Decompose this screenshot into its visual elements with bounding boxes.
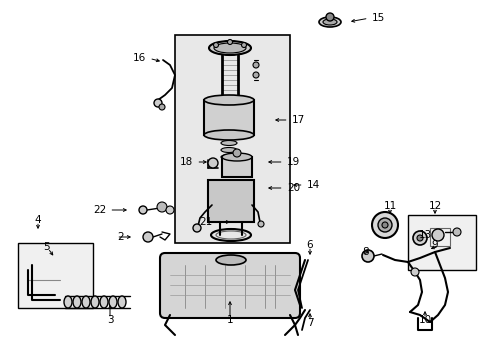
Text: 7: 7 [306, 318, 313, 328]
Text: 22: 22 [93, 205, 106, 215]
Ellipse shape [416, 235, 422, 241]
Bar [207, 180, 253, 222]
Bar [203, 100, 253, 135]
Text: 2: 2 [117, 232, 123, 242]
Text: 17: 17 [291, 115, 305, 125]
Ellipse shape [73, 296, 81, 308]
Ellipse shape [100, 296, 108, 308]
Text: 5: 5 [43, 242, 50, 252]
FancyBboxPatch shape [160, 253, 299, 318]
Ellipse shape [252, 72, 259, 78]
Text: 21: 21 [199, 217, 213, 227]
Bar [407, 215, 475, 270]
Text: 4: 4 [35, 215, 41, 225]
Text: 8: 8 [361, 247, 368, 257]
Ellipse shape [165, 206, 174, 214]
Text: 15: 15 [371, 13, 385, 23]
Text: 13: 13 [418, 230, 431, 240]
Ellipse shape [325, 13, 333, 21]
Bar [429, 228, 449, 246]
Ellipse shape [214, 43, 245, 53]
Ellipse shape [241, 42, 246, 48]
Text: 10: 10 [418, 315, 431, 325]
Ellipse shape [208, 41, 250, 55]
Ellipse shape [377, 218, 391, 232]
Ellipse shape [381, 222, 387, 228]
Ellipse shape [222, 153, 251, 161]
Ellipse shape [221, 154, 237, 159]
Ellipse shape [221, 140, 237, 145]
Ellipse shape [91, 296, 99, 308]
Text: 6: 6 [306, 240, 313, 250]
Text: 18: 18 [180, 157, 193, 167]
Ellipse shape [452, 228, 460, 236]
Ellipse shape [64, 296, 72, 308]
Ellipse shape [216, 255, 245, 265]
Text: 3: 3 [106, 315, 113, 325]
Text: 11: 11 [383, 201, 396, 211]
Ellipse shape [410, 268, 418, 276]
Text: 14: 14 [306, 180, 320, 190]
Ellipse shape [221, 148, 237, 153]
Ellipse shape [258, 221, 264, 227]
Bar [18, 243, 93, 308]
Ellipse shape [157, 202, 167, 212]
Ellipse shape [323, 19, 336, 25]
Ellipse shape [361, 250, 373, 262]
Ellipse shape [213, 42, 218, 48]
Text: 20: 20 [286, 183, 300, 193]
Ellipse shape [109, 296, 117, 308]
Ellipse shape [154, 99, 162, 107]
Ellipse shape [203, 130, 253, 140]
Ellipse shape [82, 296, 90, 308]
Text: 19: 19 [286, 157, 300, 167]
Bar [175, 35, 289, 243]
Text: 9: 9 [430, 240, 437, 250]
Ellipse shape [118, 296, 126, 308]
Ellipse shape [139, 206, 147, 214]
Ellipse shape [232, 149, 241, 157]
Ellipse shape [371, 212, 397, 238]
Text: 12: 12 [427, 201, 441, 211]
Ellipse shape [431, 229, 443, 241]
Ellipse shape [318, 17, 340, 27]
Text: 16: 16 [132, 53, 146, 63]
Ellipse shape [252, 62, 259, 68]
Ellipse shape [412, 231, 426, 245]
Bar [222, 157, 251, 177]
Ellipse shape [193, 224, 201, 232]
Text: 1: 1 [226, 315, 233, 325]
Ellipse shape [207, 158, 218, 168]
Ellipse shape [159, 104, 164, 110]
Ellipse shape [227, 40, 232, 45]
Ellipse shape [203, 95, 253, 105]
Ellipse shape [142, 232, 153, 242]
